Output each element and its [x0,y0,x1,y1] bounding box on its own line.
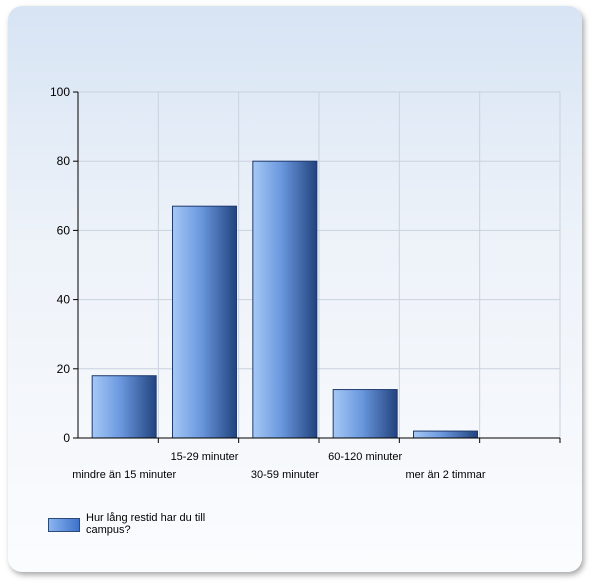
bar [172,205,237,439]
legend-label: Hur lång restid har du till campus? [86,512,206,536]
legend-swatch [48,518,80,532]
y-tick-label: 60 [57,223,71,237]
y-tick-label: 0 [63,431,70,445]
y-tick-label: 40 [57,293,71,307]
x-category-label: mer än 2 timmar [405,469,485,481]
bar [413,430,478,439]
y-tick-label: 100 [50,85,70,99]
y-tick-label: 20 [57,362,71,376]
y-tick-label: 80 [57,154,71,168]
plot-area: 0 20 40 60 80 100 mindre än 15 minuter 15-29 mi… [50,85,561,481]
bar [252,160,318,439]
legend: Hur lång restid har du till campus? [48,512,226,536]
x-category-label: 30-59 minuter [251,469,319,481]
x-category-label: 15-29 minuter [171,451,239,463]
bar [332,389,398,439]
x-category-label: 60-120 minuter [328,451,402,463]
x-category-label: mindre än 15 minuter [72,469,176,481]
bar [91,375,157,439]
